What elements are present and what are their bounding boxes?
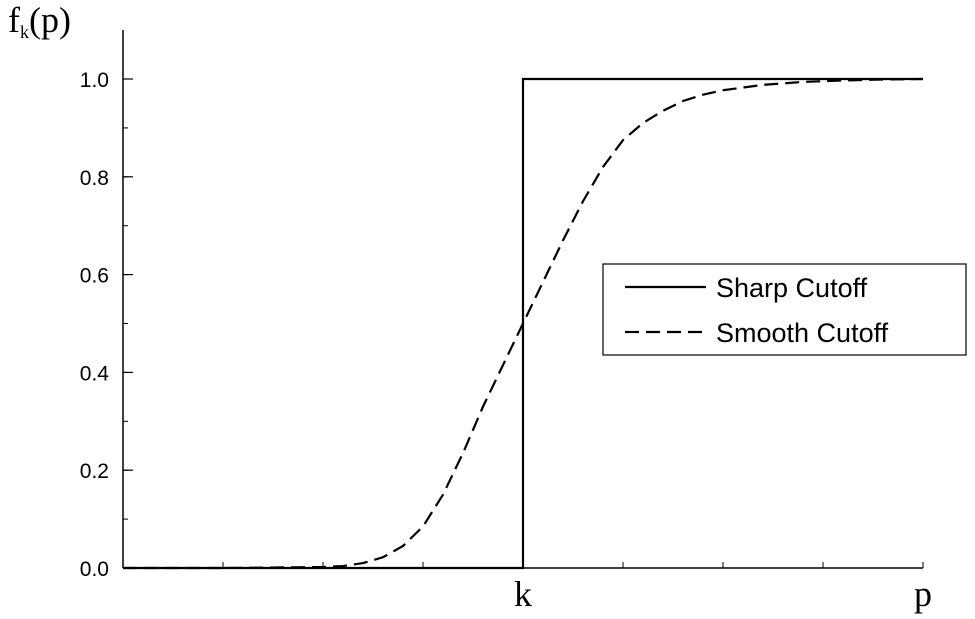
x-tick-label: p [914, 574, 932, 614]
y-tick-label: 0.4 [80, 362, 110, 385]
y-tick-label: 0.2 [80, 460, 109, 483]
series-layer [123, 77, 924, 570]
y-tick-label: 0.0 [80, 558, 109, 581]
legend-label: Sharp Cutoff [716, 273, 868, 303]
legend-label: Smooth Cutoff [716, 318, 889, 348]
y-tick-label: 0.6 [80, 265, 109, 288]
y-axis-label: fk(p) [8, 0, 71, 42]
legend-box [602, 263, 967, 356]
y-tick-label: 1.0 [80, 69, 109, 92]
x-tick-label: k [514, 574, 532, 614]
y-tick-label: 0.8 [80, 167, 109, 190]
legend: Sharp Cutoff Smooth Cutoff [602, 263, 967, 356]
